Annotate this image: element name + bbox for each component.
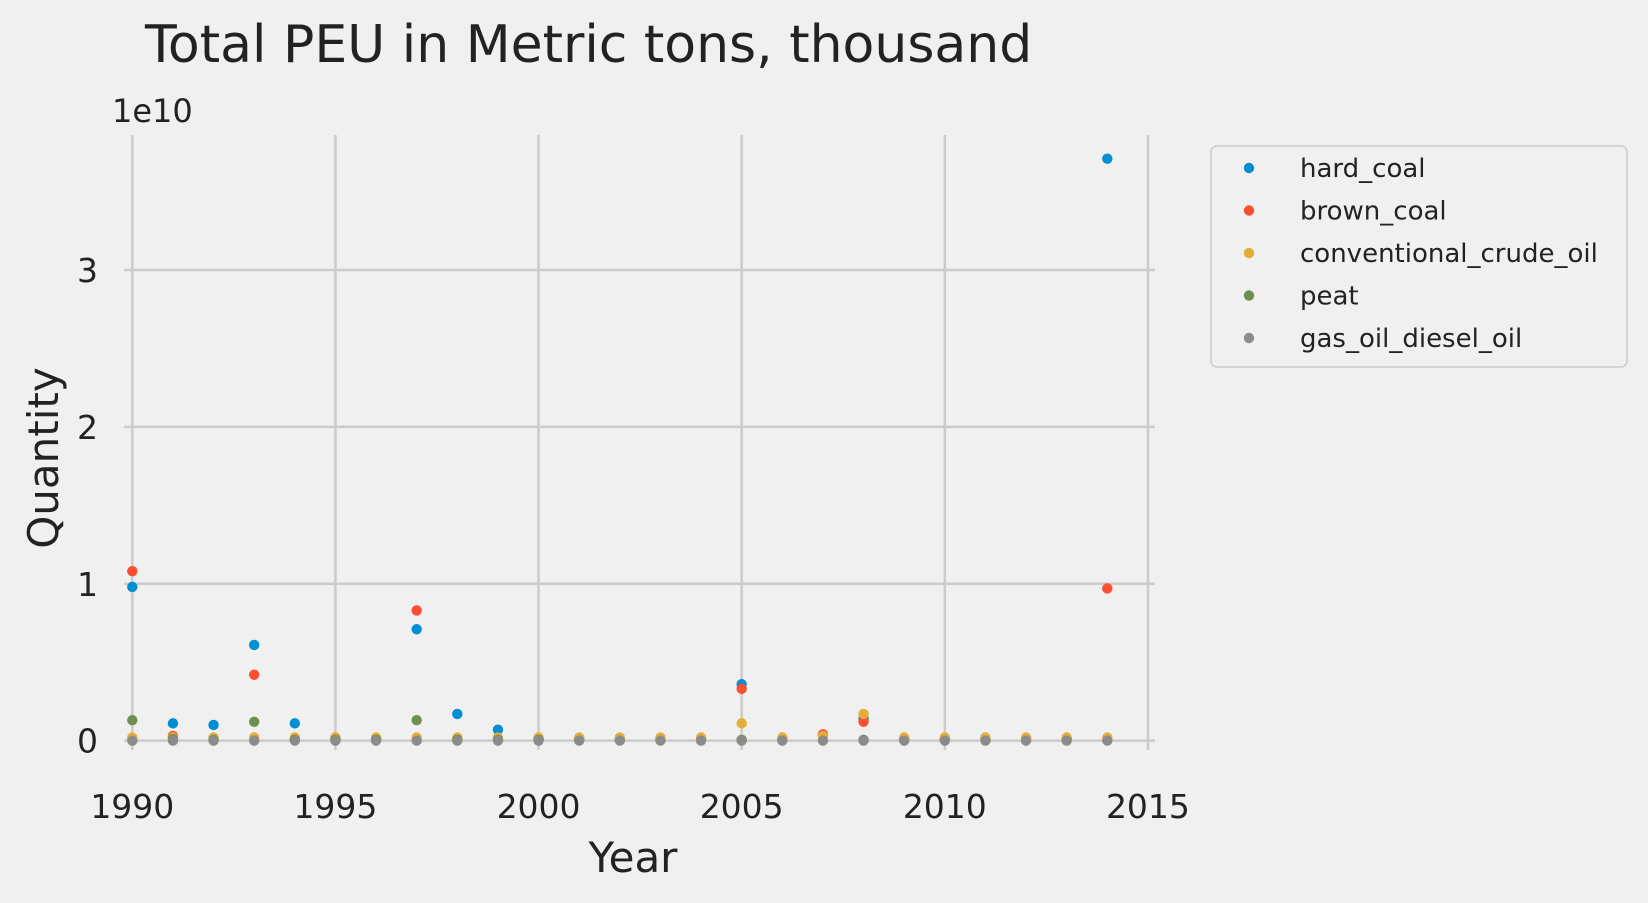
point-hard_coal-1993 xyxy=(248,639,260,651)
y-tick-label-1: 1 xyxy=(77,565,98,604)
point-hard_coal-1991 xyxy=(167,718,179,729)
legend-frame xyxy=(1210,145,1628,368)
y-axis-label: Quantity xyxy=(19,367,68,549)
y-tick-label-0: 0 xyxy=(77,722,98,761)
point-gas_oil_diesel_oil-1997 xyxy=(411,735,422,746)
point-peat-1997 xyxy=(411,715,422,726)
point-brown_coal-1993 xyxy=(248,669,260,680)
point-peat-1990 xyxy=(127,715,138,726)
point-hard_coal-1997 xyxy=(411,624,422,635)
x-tick-label-1995: 1995 xyxy=(293,787,377,826)
point-gas_oil_diesel_oil-2012 xyxy=(1020,735,1032,746)
chart-title: Total PEU in Metric tons, thousand xyxy=(144,15,1032,75)
legend-marker-gas_oil_diesel_oil xyxy=(1243,332,1255,344)
point-gas_oil_diesel_oil-1996 xyxy=(370,735,382,746)
legend-label-conventional_crude_oil: conventional_crude_oil xyxy=(1300,239,1598,269)
point-hard_coal-1992 xyxy=(208,719,219,731)
point-gas_oil_diesel_oil-2008 xyxy=(858,735,869,746)
point-hard_coal-2014 xyxy=(1102,153,1113,164)
point-brown_coal-2014 xyxy=(1102,583,1113,594)
point-peat-1993 xyxy=(248,716,260,728)
point-gas_oil_diesel_oil-1993 xyxy=(248,735,260,746)
point-gas_oil_diesel_oil-2002 xyxy=(614,735,626,746)
point-gas_oil_diesel_oil-2010 xyxy=(939,735,951,746)
point-brown_coal-2008 xyxy=(858,716,869,728)
point-gas_oil_diesel_oil-1995 xyxy=(330,735,341,746)
point-gas_oil_diesel_oil-1990 xyxy=(127,735,138,746)
x-axis-label: Year xyxy=(588,833,679,882)
point-hard_coal-1994 xyxy=(289,718,301,729)
x-tick-label-1990: 1990 xyxy=(90,787,174,826)
y-tick-label-3: 3 xyxy=(77,251,98,290)
point-gas_oil_diesel_oil-1991 xyxy=(167,735,179,746)
point-conventional_crude_oil-2008 xyxy=(858,708,869,720)
legend-label-hard_coal: hard_coal xyxy=(1300,154,1426,184)
point-brown_coal-2005 xyxy=(736,683,747,695)
x-tick-label-2010: 2010 xyxy=(903,787,987,826)
legend-label-peat: peat xyxy=(1300,282,1359,312)
series-hard_coal xyxy=(127,153,1113,745)
point-gas_oil_diesel_oil-2013 xyxy=(1061,735,1072,746)
legend-label-brown_coal: brown_coal xyxy=(1300,197,1447,227)
grid xyxy=(124,135,1155,750)
legend-marker-conventional_crude_oil xyxy=(1243,247,1255,259)
legend-marker-peat xyxy=(1243,290,1255,301)
point-gas_oil_diesel_oil-2004 xyxy=(695,735,707,746)
y-offset-label: 1e10 xyxy=(112,92,193,130)
series-gas_oil_diesel_oil xyxy=(127,735,1113,746)
point-brown_coal-1997 xyxy=(411,605,422,616)
point-gas_oil_diesel_oil-2014 xyxy=(1102,735,1113,746)
point-hard_coal-1990 xyxy=(127,581,138,593)
point-gas_oil_diesel_oil-2006 xyxy=(777,735,788,746)
x-tick-label-2015: 2015 xyxy=(1106,787,1190,826)
point-gas_oil_diesel_oil-2007 xyxy=(817,735,829,746)
point-gas_oil_diesel_oil-2001 xyxy=(573,735,585,746)
point-gas_oil_diesel_oil-2005 xyxy=(736,735,747,746)
point-gas_oil_diesel_oil-2011 xyxy=(980,735,991,746)
point-gas_oil_diesel_oil-1992 xyxy=(208,735,219,746)
series-brown_coal xyxy=(127,566,1113,743)
legend-marker-brown_coal xyxy=(1243,205,1255,216)
point-hard_coal-1999 xyxy=(492,724,504,735)
data-points xyxy=(127,153,1113,746)
x-tick-label-2005: 2005 xyxy=(700,787,784,826)
point-conventional_crude_oil-2005 xyxy=(736,718,747,729)
point-gas_oil_diesel_oil-2009 xyxy=(898,735,910,746)
point-gas_oil_diesel_oil-2000 xyxy=(533,735,544,746)
point-gas_oil_diesel_oil-2003 xyxy=(655,735,666,746)
point-gas_oil_diesel_oil-1994 xyxy=(289,735,301,746)
legend: hard_coal brown_coal conventional_crude_oi… xyxy=(1210,145,1628,368)
tick-labels: 1990 1995 2000 2005 2010 2015 0 1 2 3 xyxy=(77,251,1190,826)
x-tick-label-2000: 2000 xyxy=(497,787,581,826)
y-tick-label-2: 2 xyxy=(77,408,98,447)
legend-label-gas_oil_diesel_oil: gas_oil_diesel_oil xyxy=(1300,324,1522,354)
point-gas_oil_diesel_oil-1998 xyxy=(452,735,463,746)
point-brown_coal-1990 xyxy=(127,566,138,577)
legend-marker-hard_coal xyxy=(1243,162,1255,174)
point-gas_oil_diesel_oil-1999 xyxy=(492,735,504,746)
point-hard_coal-1998 xyxy=(452,708,463,720)
